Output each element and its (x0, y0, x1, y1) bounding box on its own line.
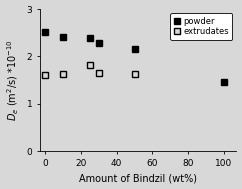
Line: powder: powder (42, 29, 227, 85)
extrudates (133, 73, 136, 76)
Legend: powder, extrudates: powder, extrudates (170, 13, 232, 40)
powder (44, 31, 47, 33)
Y-axis label: $D_e$ (m$^2$/s) *10$^{-10}$: $D_e$ (m$^2$/s) *10$^{-10}$ (6, 39, 21, 121)
extrudates (44, 74, 47, 77)
extrudates (62, 73, 65, 75)
powder (62, 35, 65, 38)
Line: extrudates: extrudates (42, 62, 138, 79)
powder (98, 42, 100, 44)
powder (222, 81, 225, 83)
extrudates (89, 64, 91, 66)
powder (133, 48, 136, 50)
X-axis label: Amount of Bindzil (wt%): Amount of Bindzil (wt%) (79, 174, 197, 184)
extrudates (98, 72, 100, 74)
powder (89, 37, 91, 40)
